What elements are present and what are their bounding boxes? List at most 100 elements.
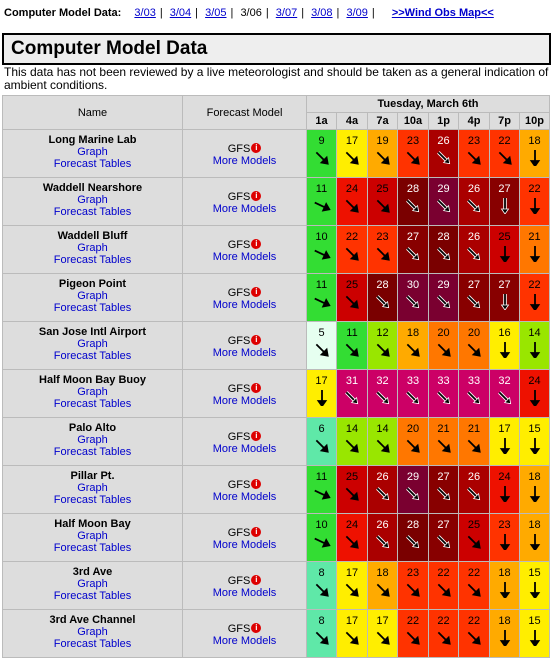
wind-cell: 14 [519,321,550,370]
more-models-link[interactable]: More Models [212,587,277,599]
more-models-link[interactable]: More Models [212,443,277,455]
date-link-308[interactable]: 3/08 [311,7,333,19]
wind-cell: 25 [336,273,368,322]
graph-link[interactable]: Graph [77,146,108,158]
graph-link[interactable]: Graph [77,530,108,542]
station-cell: Half Moon Bay Buoy Graph Forecast Tables [2,369,183,418]
wind-cell: 33 [458,369,490,418]
more-models-link[interactable]: More Models [212,635,277,647]
wind-speed: 22 [406,615,420,627]
wind-arrow-icon [499,486,510,502]
table-row: Palo Alto Graph Forecast Tables GFS i More Mo… [2,417,550,466]
info-icon[interactable]: i [251,575,262,585]
info-icon[interactable]: i [251,479,262,489]
date-header: Tuesday, March 6th [306,95,550,113]
wind-speed: 25 [345,471,359,483]
graph-link[interactable]: Graph [77,434,108,446]
wind-speed: 15 [528,615,541,627]
station-cell: Long Marine Lab Graph Forecast Tables [2,129,183,178]
info-icon[interactable]: i [251,383,262,393]
wind-speed: 23 [406,135,420,147]
wind-speed: 17 [345,567,359,579]
wind-speed: 17 [345,615,359,627]
more-models-link[interactable]: More Models [212,251,277,263]
model-name: GFS [227,527,251,539]
wind-cell: 32 [489,369,520,418]
station-cell: Pillar Pt. Graph Forecast Tables [2,465,183,514]
wind-obs-map-link[interactable]: >>Wind Obs Map<< [391,7,494,19]
date-link-307[interactable]: 3/07 [275,7,298,19]
more-models-link[interactable]: More Models [212,203,277,215]
more-models-link[interactable]: More Models [212,299,277,311]
date-link-305[interactable]: 3/05 [205,7,227,19]
forecast-tables-link[interactable]: Forecast Tables [53,638,132,650]
info-icon[interactable]: i [251,623,262,633]
station-name: Palo Alto [68,422,117,434]
graph-link[interactable]: Graph [77,578,108,590]
date-link-303[interactable]: 3/03 [134,7,156,19]
forecast-table: Name Forecast Model Tuesday, March 6th 1… [2,95,550,658]
info-icon[interactable]: i [251,191,262,201]
wind-cell: 21 [428,417,459,466]
station-name: 3rd Ave Channel [49,614,136,626]
more-models-link[interactable]: More Models [212,347,277,359]
forecast-tables-link[interactable]: Forecast Tables [53,590,132,602]
graph-link[interactable]: Graph [77,338,108,350]
more-models-link[interactable]: More Models [212,395,277,407]
wind-speed: 25 [467,519,481,531]
graph-link[interactable]: Graph [77,386,108,398]
info-icon[interactable]: i [251,527,262,537]
wind-arrow-icon [500,198,509,214]
wind-arrow-icon [313,201,331,212]
wind-arrow-icon [375,535,389,549]
info-icon[interactable]: i [251,431,262,441]
graph-link[interactable]: Graph [77,242,108,254]
wind-speed: 26 [467,231,481,243]
wind-arrow-icon [436,391,450,405]
more-models-link[interactable]: More Models [212,491,277,503]
wind-arrow-icon [345,199,359,213]
wind-arrow-icon [376,631,390,645]
forecast-tables-link[interactable]: Forecast Tables [53,494,132,506]
date-link-304[interactable]: 3/04 [169,7,192,19]
wind-arrow-icon [499,342,510,358]
date-link-309[interactable]: 3/09 [346,7,368,19]
graph-link[interactable]: Graph [77,290,108,302]
more-models-link[interactable]: More Models [212,539,277,551]
forecast-tables-link[interactable]: Forecast Tables [53,542,132,554]
graph-link[interactable]: Graph [77,482,108,494]
more-models-link[interactable]: More Models [212,155,277,167]
hour-header: 1p [428,112,459,130]
wind-arrow-icon [436,487,450,501]
wind-speed: 27 [406,231,420,243]
wind-speed: 18 [528,471,541,483]
wind-arrow-icon [529,582,540,598]
wind-arrow-icon [345,583,359,597]
wind-speed: 8 [318,567,325,579]
wind-arrow-icon [467,391,481,405]
table-row: Half Moon Bay Graph Forecast Tables GFS i Mor… [2,513,550,562]
wind-speed: 26 [467,183,481,195]
info-icon[interactable]: i [251,239,262,249]
graph-link[interactable]: Graph [77,626,108,638]
forecast-tables-link[interactable]: Forecast Tables [53,302,132,314]
station-name: Waddell Nearshore [42,182,143,194]
forecast-tables-link[interactable]: Forecast Tables [53,350,132,362]
wind-cell: 20 [428,321,459,370]
wind-arrow-icon [529,246,540,262]
info-icon[interactable]: i [251,287,262,297]
forecast-tables-link[interactable]: Forecast Tables [53,254,132,266]
info-icon[interactable]: i [251,335,262,345]
wind-speed: 19 [376,135,389,147]
wind-speed: 16 [498,327,511,339]
forecast-tables-link[interactable]: Forecast Tables [53,446,132,458]
info-icon[interactable]: i [251,143,262,153]
wind-cell: 29 [428,177,459,226]
forecast-tables-link[interactable]: Forecast Tables [53,158,132,170]
forecast-tables-link[interactable]: Forecast Tables [53,206,132,218]
forecast-tables-link[interactable]: Forecast Tables [53,398,132,410]
wind-cell: 24 [336,177,368,226]
wind-arrow-icon [406,487,420,501]
graph-link[interactable]: Graph [77,194,108,206]
wind-speed: 33 [467,375,481,387]
